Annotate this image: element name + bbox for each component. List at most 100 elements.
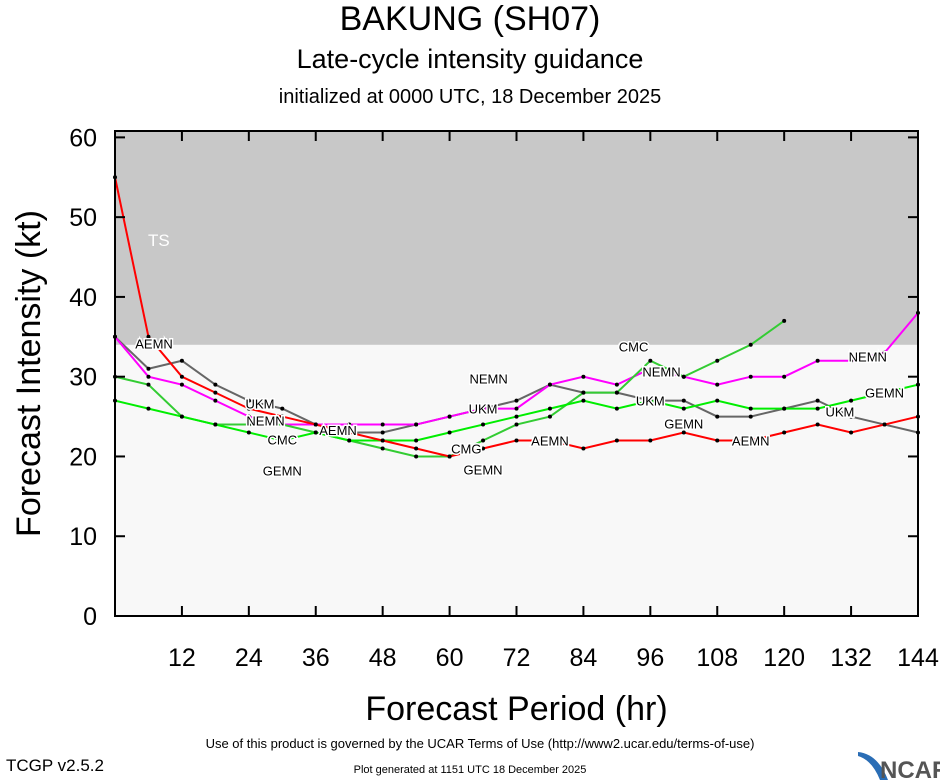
- data-point: [681, 398, 686, 403]
- data-point: [547, 414, 552, 419]
- data-point: [280, 438, 285, 443]
- data-point: [213, 382, 218, 387]
- data-point: [447, 414, 452, 419]
- data-point: [514, 422, 519, 427]
- data-point: [614, 382, 619, 387]
- x-tick-label: 108: [696, 644, 738, 672]
- ncar-logo: NCAR: [858, 752, 940, 780]
- data-point: [715, 438, 720, 443]
- generated-time: Plot generated at 1151 UTC 18 December 2…: [353, 764, 587, 776]
- data-point: [213, 390, 218, 395]
- data-point: [782, 430, 787, 435]
- y-tick-label: 60: [69, 124, 97, 152]
- y-tick-label: 0: [83, 603, 97, 631]
- data-point: [246, 414, 251, 419]
- data-point: [213, 398, 218, 403]
- data-point: [146, 382, 151, 387]
- data-point: [748, 406, 753, 411]
- version-label: TCGP v2.5.2: [6, 756, 104, 775]
- x-tick-label: 96: [636, 644, 664, 672]
- data-point: [146, 334, 151, 339]
- series-label-nemn: NEMN: [246, 414, 284, 429]
- series-label-aemn: AEMN: [319, 423, 357, 438]
- x-tick-label: 132: [830, 644, 872, 672]
- data-point: [648, 438, 653, 443]
- data-point: [313, 422, 318, 427]
- data-point: [681, 374, 686, 379]
- data-point: [648, 358, 653, 363]
- data-point: [414, 454, 419, 459]
- data-point: [782, 406, 787, 411]
- data-point: [280, 422, 285, 427]
- data-point: [280, 406, 285, 411]
- data-point: [882, 350, 887, 355]
- init-time: initialized at 0000 UTC, 18 December 202…: [278, 86, 662, 108]
- data-point: [748, 438, 753, 443]
- terms-of-use: Use of this product is governed by the U…: [205, 736, 755, 751]
- data-point: [414, 446, 419, 451]
- data-point: [748, 414, 753, 419]
- data-point: [715, 398, 720, 403]
- data-point: [849, 430, 854, 435]
- x-tick-label: 48: [369, 644, 397, 672]
- y-axis-label: Forecast Intensity (kt): [10, 210, 48, 537]
- data-point: [815, 398, 820, 403]
- data-point: [849, 358, 854, 363]
- series-label-aemn: AEMN: [135, 336, 173, 351]
- data-point: [347, 430, 352, 435]
- x-tick-label: 120: [763, 644, 805, 672]
- chart-title: BAKUNG (SH07): [339, 0, 601, 38]
- data-point: [514, 438, 519, 443]
- data-point: [648, 398, 653, 403]
- series-label-ukm: UKM: [636, 394, 665, 409]
- data-point: [849, 414, 854, 419]
- data-point: [815, 358, 820, 363]
- x-tick-label: 24: [235, 644, 263, 672]
- data-point: [581, 398, 586, 403]
- data-point: [481, 422, 486, 427]
- intensity-chart: TS UKM UKM UKM UKM NEMN NEMN NEMN NEMN CMC CMG CMC G…: [10, 124, 939, 728]
- data-point: [414, 422, 419, 427]
- ts-band-label: TS: [148, 231, 170, 250]
- data-point: [246, 430, 251, 435]
- data-point: [146, 406, 151, 411]
- x-axis-label: Forecast Period (hr): [365, 690, 667, 728]
- data-point: [481, 438, 486, 443]
- x-tick-label: 84: [570, 644, 598, 672]
- data-point: [514, 414, 519, 419]
- series-label-ukm: UKM: [825, 404, 854, 419]
- series-label-gemn: GEMN: [664, 417, 703, 432]
- data-point: [347, 422, 352, 427]
- data-point: [246, 398, 251, 403]
- data-point: [815, 406, 820, 411]
- series-label-gemn: GEMN: [464, 463, 503, 478]
- data-point: [581, 374, 586, 379]
- data-point: [179, 414, 184, 419]
- data-point: [614, 390, 619, 395]
- series-label-cmc: CMG: [451, 441, 481, 456]
- data-point: [882, 422, 887, 427]
- series-label-nemn: NEMN: [642, 364, 680, 379]
- chart-subtitle: Late-cycle intensity guidance: [296, 44, 644, 74]
- data-point: [179, 374, 184, 379]
- data-point: [481, 446, 486, 451]
- series-label-aemn: AEMN: [531, 434, 569, 449]
- data-point: [179, 358, 184, 363]
- data-point: [514, 406, 519, 411]
- series-label-ukm: UKM: [246, 396, 275, 411]
- data-point: [748, 342, 753, 347]
- data-point: [380, 446, 385, 451]
- data-point: [146, 366, 151, 371]
- x-tick-label: 36: [302, 644, 330, 672]
- data-point: [681, 430, 686, 435]
- data-point: [882, 390, 887, 395]
- data-point: [414, 438, 419, 443]
- y-tick-label: 20: [69, 443, 97, 471]
- data-point: [614, 438, 619, 443]
- x-tick-label: 72: [503, 644, 531, 672]
- data-point: [849, 398, 854, 403]
- data-point: [514, 398, 519, 403]
- ncar-logo-text: NCAR: [880, 757, 940, 780]
- data-point: [179, 382, 184, 387]
- y-tick-label: 50: [69, 204, 97, 232]
